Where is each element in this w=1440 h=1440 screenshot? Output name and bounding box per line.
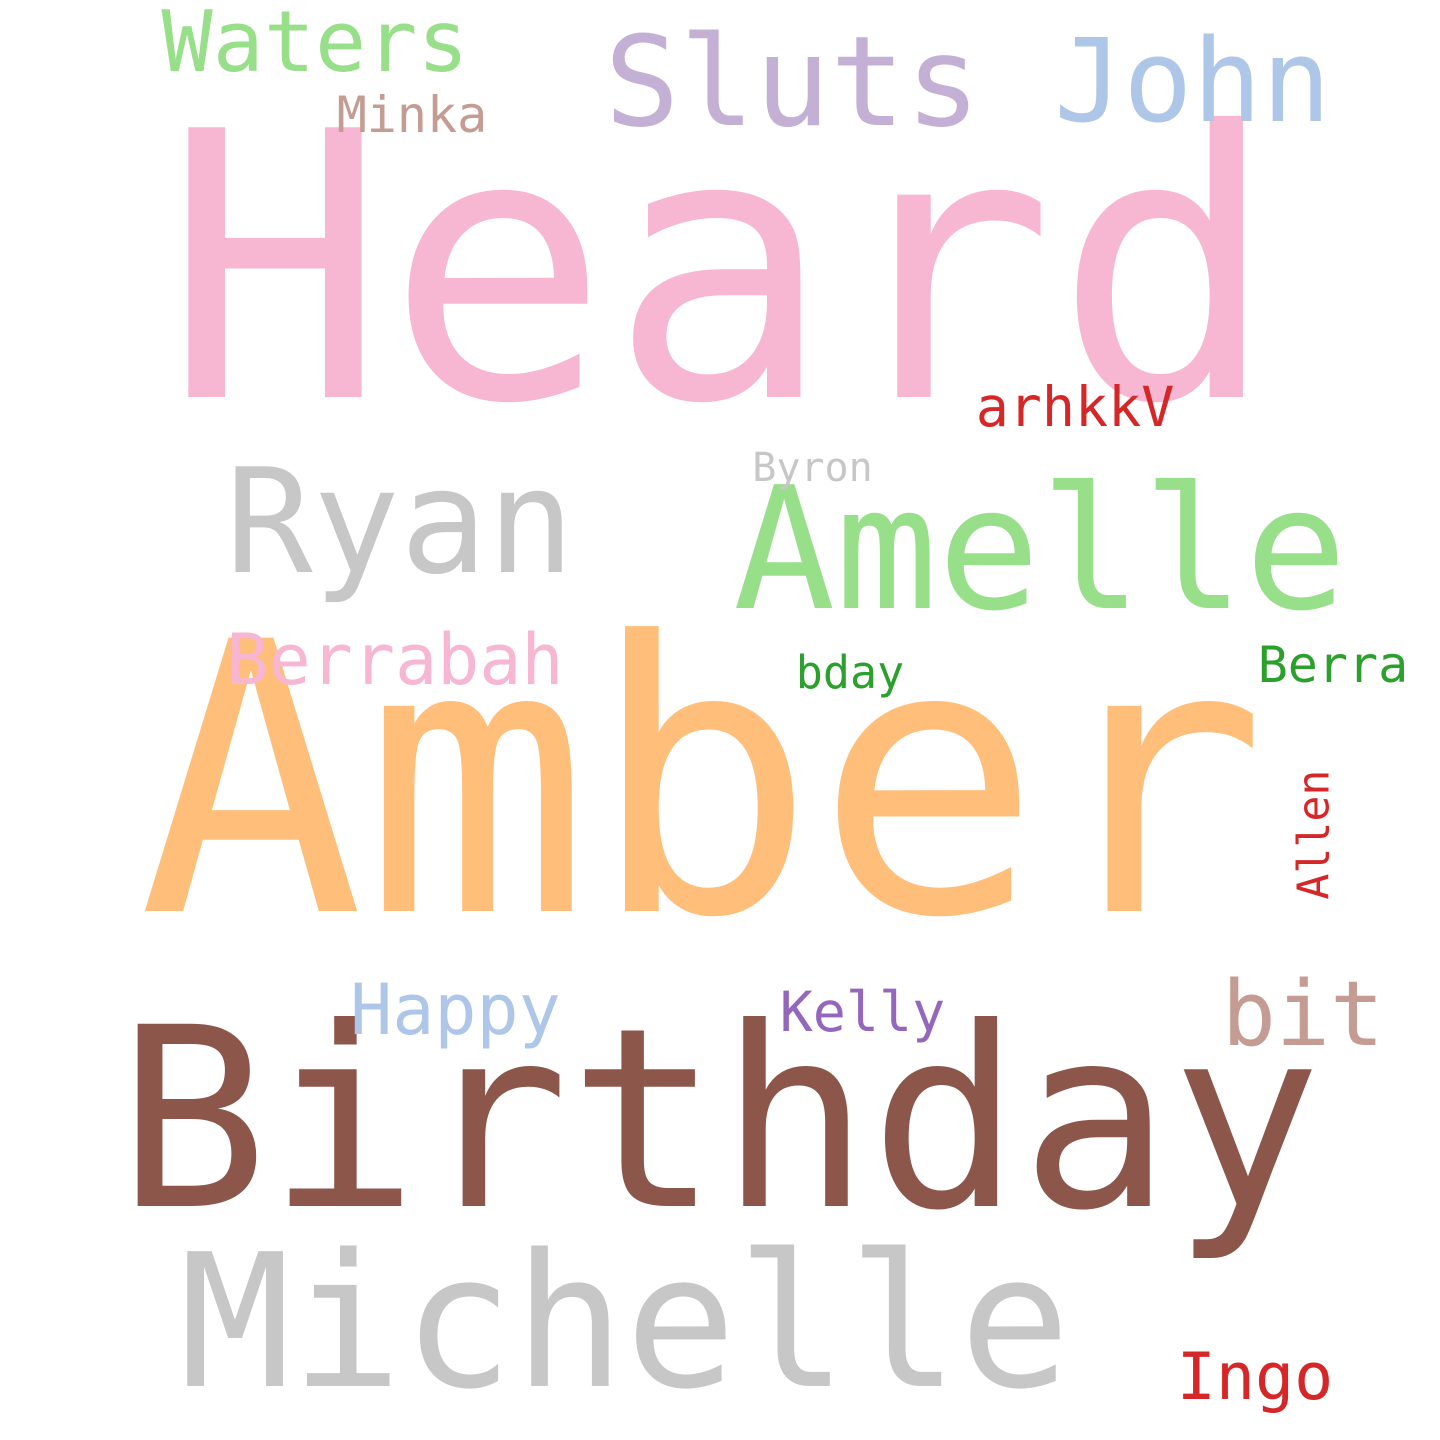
word-birthday: Birthday (117, 974, 1322, 1265)
word-berra: Berra (1257, 636, 1409, 694)
word-byron: Byron (752, 445, 873, 491)
word-ryan: Ryan (225, 438, 575, 607)
word-amber: Amber (138, 564, 1267, 1000)
word-ingo: Ingo (1176, 1340, 1334, 1415)
word-happy: Happy (350, 969, 561, 1051)
word-allen: Allen (1289, 769, 1340, 900)
word-john: John (1054, 15, 1331, 149)
word-sluts: Sluts (604, 10, 981, 155)
word-heard: Heard (163, 55, 1278, 485)
word-michelle: Michelle (179, 1214, 1071, 1430)
word-berrabah: Berrabah (226, 619, 564, 701)
word-bit: bit (1221, 962, 1385, 1067)
word-minka: Minka (336, 86, 488, 144)
word-amelle: Amelle (733, 451, 1348, 649)
word-waters: Waters (161, 0, 469, 92)
word-arhkkv: arhkkV (975, 375, 1175, 439)
word-bday: bday (795, 646, 905, 699)
word-kelly: Kelly (779, 980, 946, 1044)
